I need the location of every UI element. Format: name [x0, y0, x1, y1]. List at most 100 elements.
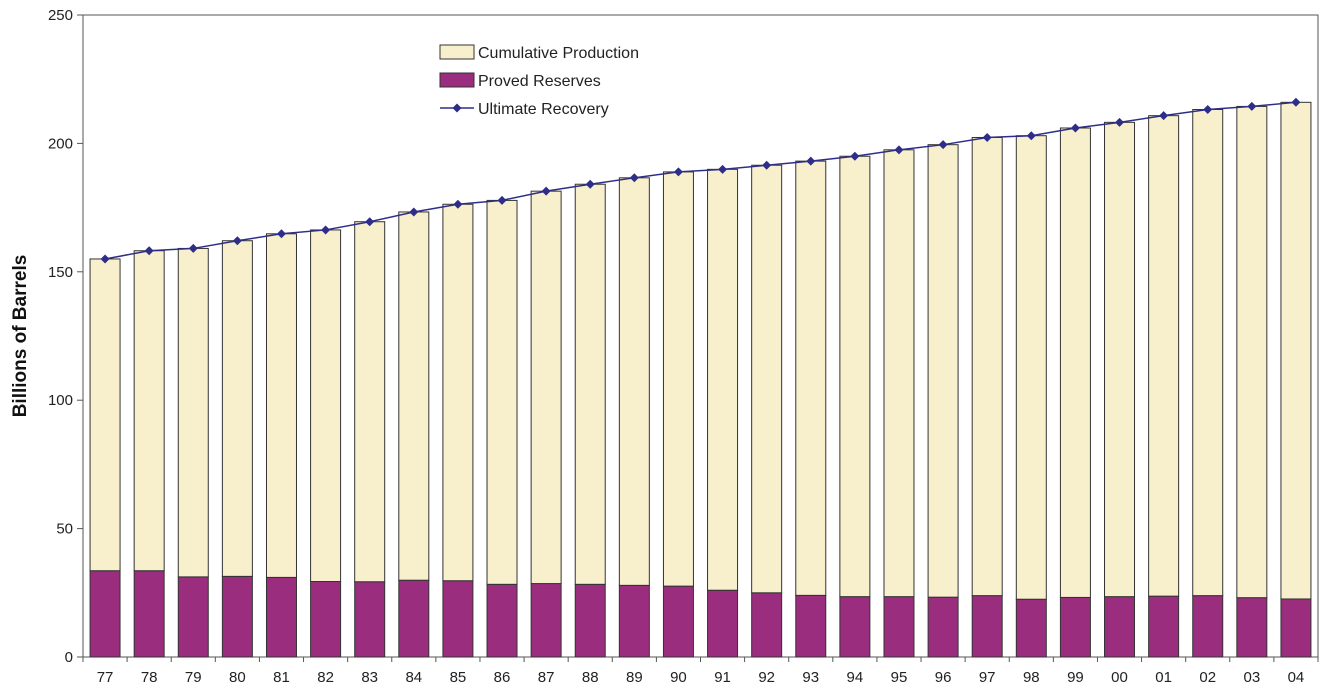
bar-cumulative-production — [354, 221, 386, 583]
bar-cumulative-production — [618, 177, 650, 586]
x-tick-label: 94 — [847, 669, 864, 686]
bar-proved-reserves — [310, 581, 342, 658]
bar-proved-reserves — [1059, 596, 1091, 658]
x-tick-label: 03 — [1243, 669, 1260, 686]
x-tick-label: 91 — [714, 669, 731, 686]
bars — [89, 101, 1312, 658]
bar-cumulative-production — [1104, 121, 1136, 598]
bar-cumulative-production — [795, 160, 827, 596]
x-tick-label: 84 — [405, 669, 422, 686]
legend-swatch — [439, 44, 475, 60]
bar-cumulative-production — [662, 171, 694, 587]
ultimate-recovery-point — [585, 179, 595, 189]
ultimate-recovery-point — [453, 199, 463, 209]
ultimate-recovery-point — [541, 186, 551, 196]
x-tick-label: 01 — [1155, 669, 1172, 686]
bar-proved-reserves — [795, 594, 827, 658]
x-tick-label: 93 — [802, 669, 819, 686]
bar-cumulative-production — [310, 229, 342, 583]
legend-label: Cumulative Production — [478, 45, 639, 62]
bar-cumulative-production — [89, 258, 121, 572]
ultimate-recovery-point — [1026, 131, 1036, 141]
bar-cumulative-production — [442, 203, 474, 582]
x-tick-label: 77 — [97, 669, 114, 686]
x-tick-label: 79 — [185, 669, 202, 686]
legend-swatch — [439, 72, 475, 88]
bar-cumulative-production — [1280, 101, 1312, 600]
x-tick-label: 81 — [273, 669, 290, 686]
bar-proved-reserves — [839, 596, 871, 658]
x-tick-label: 92 — [758, 669, 775, 686]
ultimate-recovery-point — [894, 145, 904, 155]
bar-cumulative-production — [221, 240, 253, 577]
bar-proved-reserves — [442, 580, 474, 658]
bar-cumulative-production — [839, 155, 871, 598]
legend-swatch-marker — [452, 103, 462, 113]
bar-proved-reserves — [89, 570, 121, 658]
ultimate-recovery-point — [100, 254, 110, 264]
bar-cumulative-production — [133, 250, 165, 572]
ultimate-recovery-point — [982, 132, 992, 142]
ultimate-recovery-point — [188, 243, 198, 253]
ultimate-recovery-point — [1159, 111, 1169, 121]
x-tick-label: 95 — [891, 669, 908, 686]
bar-cumulative-production — [1148, 115, 1180, 597]
bar-cumulative-production — [1236, 105, 1268, 599]
bar-proved-reserves — [133, 570, 165, 658]
x-tick-label: 02 — [1199, 669, 1216, 686]
x-tick-label: 85 — [450, 669, 467, 686]
bar-cumulative-production — [574, 183, 606, 585]
ultimate-recovery-point — [1203, 105, 1213, 115]
bar-proved-reserves — [1236, 597, 1268, 658]
bar-proved-reserves — [707, 589, 739, 658]
bar-cumulative-production — [751, 164, 783, 594]
legend-label: Proved Reserves — [478, 73, 601, 90]
ultimate-recovery-point — [276, 229, 286, 239]
bar-cumulative-production — [1059, 127, 1091, 598]
bar-proved-reserves — [1015, 598, 1047, 658]
x-tick-label: 89 — [626, 669, 643, 686]
legend: Cumulative Production Proved Reserves Ulti… — [439, 44, 639, 118]
x-tick-label: 82 — [317, 669, 334, 686]
ultimate-recovery-polyline — [104, 101, 1297, 260]
bar-proved-reserves — [1104, 596, 1136, 658]
y-tick-label: 200 — [48, 135, 73, 152]
bar-cumulative-production — [486, 199, 518, 585]
y-axis: 0 50 100 150 200 250 — [48, 7, 83, 666]
x-tick-label: 97 — [979, 669, 996, 686]
x-tick-label: 83 — [361, 669, 378, 686]
x-tick-label: 87 — [538, 669, 555, 686]
bar-cumulative-production — [927, 144, 959, 598]
y-tick-label: 50 — [56, 521, 73, 538]
bar-cumulative-production — [883, 149, 915, 598]
bar-proved-reserves — [530, 583, 562, 658]
x-tick-label: 80 — [229, 669, 246, 686]
ultimate-recovery-point — [762, 160, 772, 170]
bar-proved-reserves — [1192, 595, 1224, 658]
legend-label: Ultimate Recovery — [478, 101, 609, 118]
bar-proved-reserves — [1148, 595, 1180, 658]
ultimate-recovery-point — [806, 156, 816, 166]
bar-proved-reserves — [1280, 598, 1312, 658]
ultimate-recovery-point — [1247, 101, 1257, 111]
bar-proved-reserves — [486, 583, 518, 658]
ultimate-recovery-point — [850, 151, 860, 161]
ultimate-recovery-point — [718, 164, 728, 174]
ultimate-recovery-line — [100, 97, 1301, 264]
y-tick-label: 100 — [48, 392, 73, 409]
bar-cumulative-production — [530, 190, 562, 585]
bar-proved-reserves — [354, 581, 386, 658]
y-tick-label: 0 — [65, 649, 73, 666]
bar-proved-reserves — [971, 595, 1003, 658]
x-tick-label: 88 — [582, 669, 599, 686]
x-tick-label: 96 — [935, 669, 952, 686]
x-tick-label: 00 — [1111, 669, 1128, 686]
bar-proved-reserves — [883, 596, 915, 658]
bar-cumulative-production — [265, 233, 297, 578]
ultimate-recovery-point — [1115, 117, 1125, 127]
bar-proved-reserves — [221, 575, 253, 658]
bar-proved-reserves — [927, 596, 959, 658]
x-tick-label: 04 — [1288, 669, 1305, 686]
bar-cumulative-production — [398, 211, 430, 581]
